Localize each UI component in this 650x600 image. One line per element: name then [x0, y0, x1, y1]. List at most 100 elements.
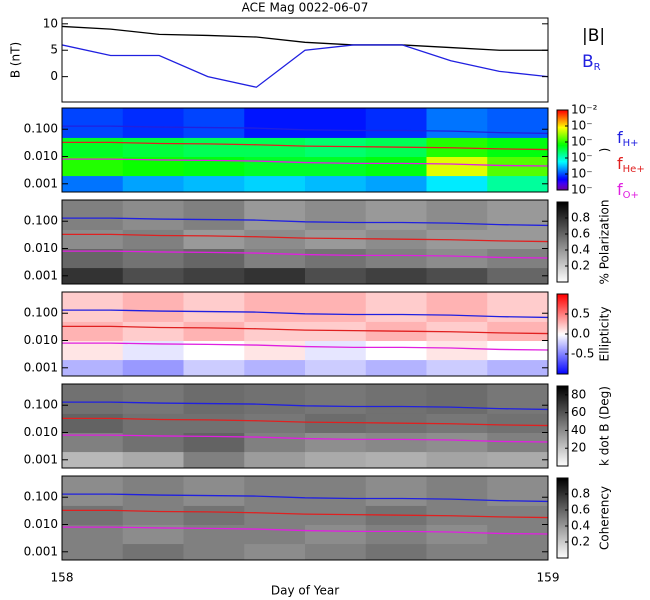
colorbar-tick-label: 10⁻: [571, 135, 593, 149]
heatmap-cell: [62, 156, 124, 177]
heatmap-cell: [183, 175, 245, 192]
heatmap-cell: [62, 543, 124, 560]
colorbar-cell: [557, 300, 568, 303]
heatmap-cell: [426, 476, 488, 506]
heatmap-cell: [62, 175, 124, 192]
colorbar-cell: [557, 334, 568, 337]
colorbar-cell: [557, 128, 568, 131]
heatmap-cell: [244, 108, 306, 138]
colorbar-cell: [557, 538, 568, 541]
colorbar-cell: [557, 250, 568, 253]
series-line: [62, 44, 548, 88]
colorbar-label: ): [598, 148, 612, 153]
colorbar-cell: [557, 246, 568, 249]
colorbar-frame: [556, 201, 569, 283]
heatmap-cell: [183, 248, 245, 269]
heatmap-cell: [62, 229, 124, 250]
heatmap-cell: [244, 248, 306, 269]
colorbar-cell: [557, 248, 568, 251]
heatmap-cell: [122, 384, 184, 414]
colorbar-cell: [557, 120, 568, 123]
heatmap-cell: [122, 108, 184, 138]
series-line: [62, 509, 549, 519]
colorbar-cell: [557, 302, 568, 305]
heatmap-cell: [62, 384, 124, 414]
heatmap-cell: [365, 248, 427, 269]
colorbar-cell: [557, 426, 568, 429]
colorbar-cell: [557, 310, 568, 313]
colorbar-cell: [557, 362, 568, 365]
colorbar-tick-label: 20: [571, 441, 586, 455]
series-line: [62, 325, 549, 335]
colorbar-cell: [557, 316, 568, 319]
heatmap-cell: [244, 524, 306, 545]
colorbar-tick-label: 0.6: [571, 503, 590, 517]
colorbar-cell: [557, 118, 568, 121]
colorbar-cell: [557, 130, 568, 133]
colorbar-cell: [557, 170, 568, 173]
colorbar-tick-label: 0.2: [571, 259, 590, 273]
heatmap-cell: [487, 505, 548, 526]
heatmap-cell: [244, 359, 306, 376]
colorbar-cell: [557, 172, 568, 175]
colorbar-cell: [557, 484, 568, 487]
colorbar-cell: [557, 512, 568, 515]
series-line: [62, 309, 549, 319]
colorbar-cell: [557, 166, 568, 169]
colorbar-cell: [557, 274, 568, 277]
heatmap-cell: [183, 476, 245, 506]
heatmap-cell: [122, 359, 184, 376]
y-tick-label: 0.010: [24, 517, 58, 531]
colorbar-tick-label: 10⁻: [571, 183, 593, 197]
colorbar-label: Ellipticity: [598, 307, 612, 362]
colorbar-cell: [557, 270, 568, 273]
colorbar-cell: [557, 412, 568, 415]
heatmap-cell: [62, 137, 124, 158]
colorbar-tick-label: 10⁻: [571, 151, 593, 165]
heatmap-cell: [62, 413, 124, 434]
colorbar-cell: [557, 184, 568, 187]
heatmap-cell: [62, 432, 124, 453]
colorbar-cell: [557, 164, 568, 167]
colorbar-cell: [557, 360, 568, 363]
colorbar-cell: [557, 440, 568, 443]
heatmap-cell: [365, 543, 427, 560]
colorbar-cell: [557, 326, 568, 329]
colorbar-cell: [557, 182, 568, 185]
colorbar-cell: [557, 226, 568, 229]
colorbar-cell: [557, 504, 568, 507]
y-tick-label: 0.001: [24, 268, 58, 282]
colorbar-cell: [557, 312, 568, 315]
heatmap-cell: [305, 248, 367, 269]
colorbar-cell: [557, 528, 568, 531]
heatmap-cell: [426, 524, 488, 545]
heatmap-cell: [62, 108, 124, 138]
colorbar-cell: [557, 354, 568, 357]
colorbar-cell: [557, 110, 568, 113]
heatmap-cell: [305, 451, 367, 468]
heatmap-cell: [183, 505, 245, 526]
colorbar-cell: [557, 186, 568, 189]
colorbar-cell: [557, 180, 568, 183]
heatmap-cell: [426, 543, 488, 560]
colorbar-cell: [557, 400, 568, 403]
series-line: [62, 342, 549, 351]
colorbar-cell: [557, 450, 568, 453]
heatmap-cell: [426, 384, 488, 414]
heatmap-cell: [426, 248, 488, 269]
colorbar-tick-label: 80: [571, 387, 586, 401]
series-line: [62, 526, 549, 535]
colorbar-cell: [557, 408, 568, 411]
colorbar-cell: [557, 236, 568, 239]
heatmap-cell: [122, 413, 184, 434]
heatmap-cell: [122, 267, 184, 284]
colorbar-cell: [557, 278, 568, 281]
heatmap-cell: [244, 432, 306, 453]
colorbar-cell: [557, 224, 568, 227]
heatmap-cell: [487, 229, 548, 250]
colorbar-cell: [557, 346, 568, 349]
heatmap-cell: [305, 524, 367, 545]
colorbar-cell: [557, 490, 568, 493]
heatmap-cell: [183, 451, 245, 468]
colorbar-cell: [557, 272, 568, 275]
